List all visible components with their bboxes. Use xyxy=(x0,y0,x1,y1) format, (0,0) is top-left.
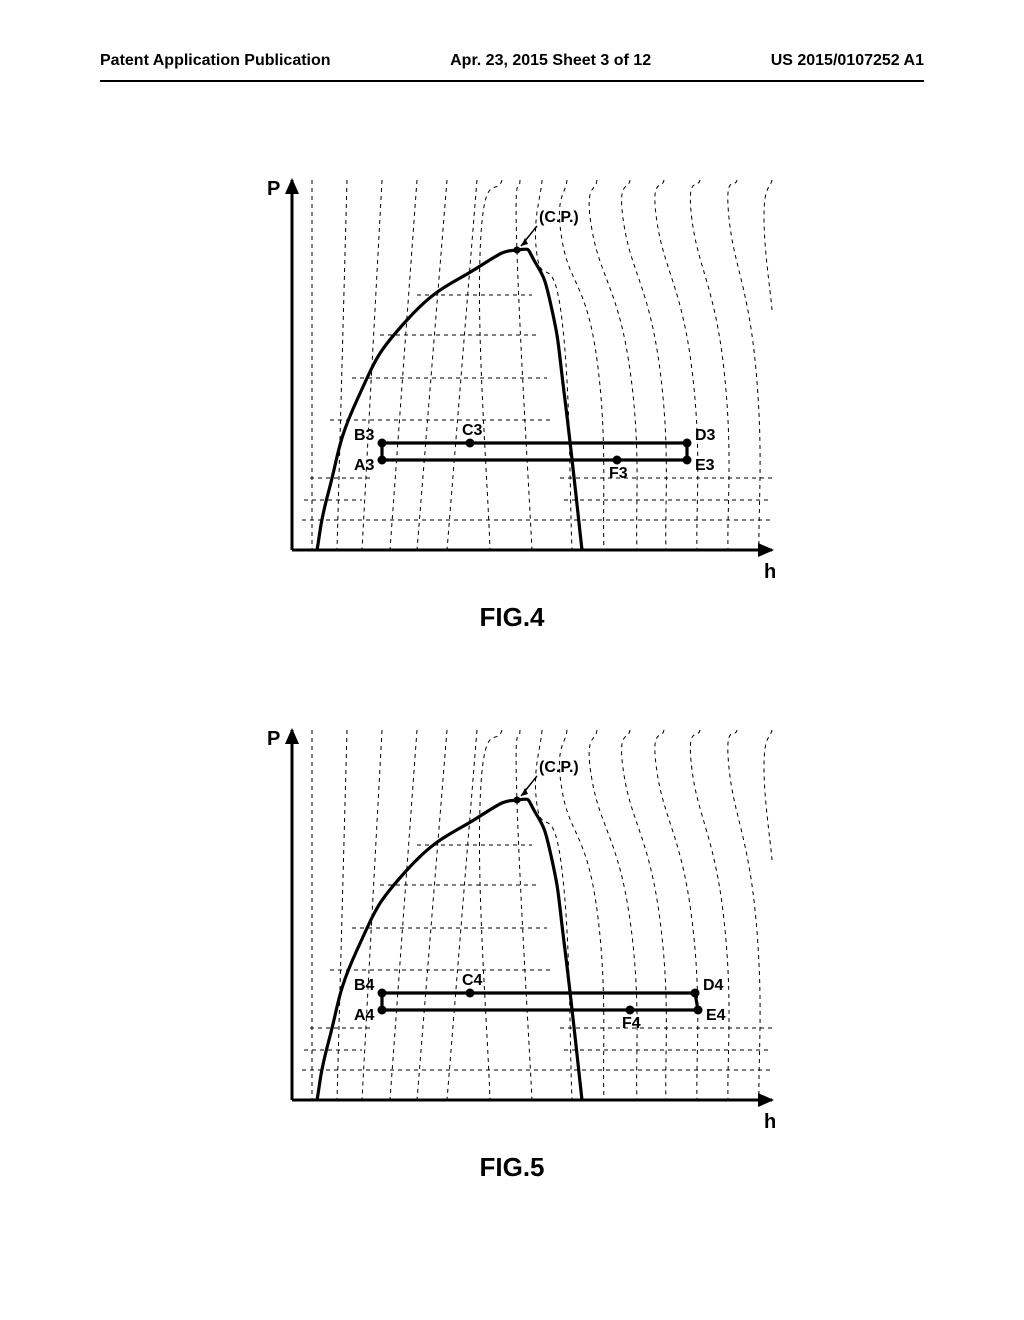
state-point-F4 xyxy=(626,1006,635,1015)
isotherm-line xyxy=(479,180,502,550)
state-label-A4: A4 xyxy=(354,1007,375,1024)
figure-1: (C.P.) A3 B3 C3 D3 E3 F3 Ph FIG.4 xyxy=(232,160,792,633)
state-point-E3 xyxy=(683,456,692,465)
isotherm-line xyxy=(535,180,572,550)
figure-2: (C.P.) A4 B4 C4 D4 E4 F4 Ph FIG.5 xyxy=(232,710,792,1183)
cycle-path xyxy=(382,993,698,1010)
state-label-A3: A3 xyxy=(354,457,375,474)
state-label-C3: C3 xyxy=(462,422,483,439)
isotherm-line xyxy=(690,730,729,1100)
isotherm-line xyxy=(390,180,417,550)
isotherm-line xyxy=(589,730,637,1100)
figure-caption-1: FIG.4 xyxy=(232,602,792,633)
figure-caption-2: FIG.5 xyxy=(232,1152,792,1183)
isotherm-line xyxy=(728,180,760,550)
state-point-C3 xyxy=(466,439,475,448)
x-axis-label: h xyxy=(764,1111,776,1133)
critical-point-label: (C.P.) xyxy=(539,209,579,226)
isotherm-line xyxy=(447,180,477,550)
saturation-dome xyxy=(317,799,582,1100)
cycle-path xyxy=(382,443,687,460)
isotherm-line xyxy=(390,730,417,1100)
isotherm-line xyxy=(337,730,347,1100)
state-point-E4 xyxy=(694,1006,703,1015)
x-axis-label: h xyxy=(764,561,776,583)
page-header: Patent Application Publication Apr. 23, … xyxy=(100,52,924,82)
isotherm-line xyxy=(447,730,477,1100)
header-center: Apr. 23, 2015 Sheet 3 of 12 xyxy=(331,52,771,80)
header-right: US 2015/0107252 A1 xyxy=(771,52,924,80)
isotherm-line xyxy=(764,180,772,310)
critical-point-label: (C.P.) xyxy=(539,759,579,776)
state-point-C4 xyxy=(466,989,475,998)
saturation-dome xyxy=(317,249,582,550)
isotherm-line xyxy=(417,730,447,1100)
isotherm-line xyxy=(690,180,729,550)
state-label-F4: F4 xyxy=(622,1015,641,1032)
page: Patent Application Publication Apr. 23, … xyxy=(0,0,1024,1320)
isotherm-line xyxy=(764,730,772,860)
isotherm-line xyxy=(337,180,347,550)
state-label-F3: F3 xyxy=(609,465,628,482)
state-point-B3 xyxy=(378,439,387,448)
ph-diagram-1: (C.P.) A3 B3 C3 D3 E3 F3 Ph xyxy=(232,160,792,590)
state-point-A3 xyxy=(378,456,387,465)
isotherm-line xyxy=(479,730,502,1100)
state-label-E3: E3 xyxy=(695,457,715,474)
y-axis-label: P xyxy=(267,728,280,750)
state-label-E4: E4 xyxy=(706,1007,726,1024)
isotherm-line xyxy=(535,730,572,1100)
state-point-D4 xyxy=(691,989,700,998)
isotherm-line xyxy=(417,180,447,550)
ph-diagram-2: (C.P.) A4 B4 C4 D4 E4 F4 Ph xyxy=(232,710,792,1140)
header-left: Patent Application Publication xyxy=(100,52,331,80)
state-label-C4: C4 xyxy=(462,972,483,989)
state-label-D4: D4 xyxy=(703,977,724,994)
state-label-D3: D3 xyxy=(695,427,716,444)
critical-point-dot xyxy=(514,247,521,254)
state-point-A4 xyxy=(378,1006,387,1015)
isotherm-line xyxy=(655,730,698,1100)
y-axis-label: P xyxy=(267,178,280,200)
state-label-B3: B3 xyxy=(354,427,375,444)
state-label-B4: B4 xyxy=(354,977,375,994)
isotherm-line xyxy=(589,180,637,550)
state-point-D3 xyxy=(683,439,692,448)
state-point-F3 xyxy=(613,456,622,465)
isotherm-line xyxy=(728,730,760,1100)
isotherm-line xyxy=(655,180,698,550)
critical-point-dot xyxy=(514,797,521,804)
state-point-B4 xyxy=(378,989,387,998)
